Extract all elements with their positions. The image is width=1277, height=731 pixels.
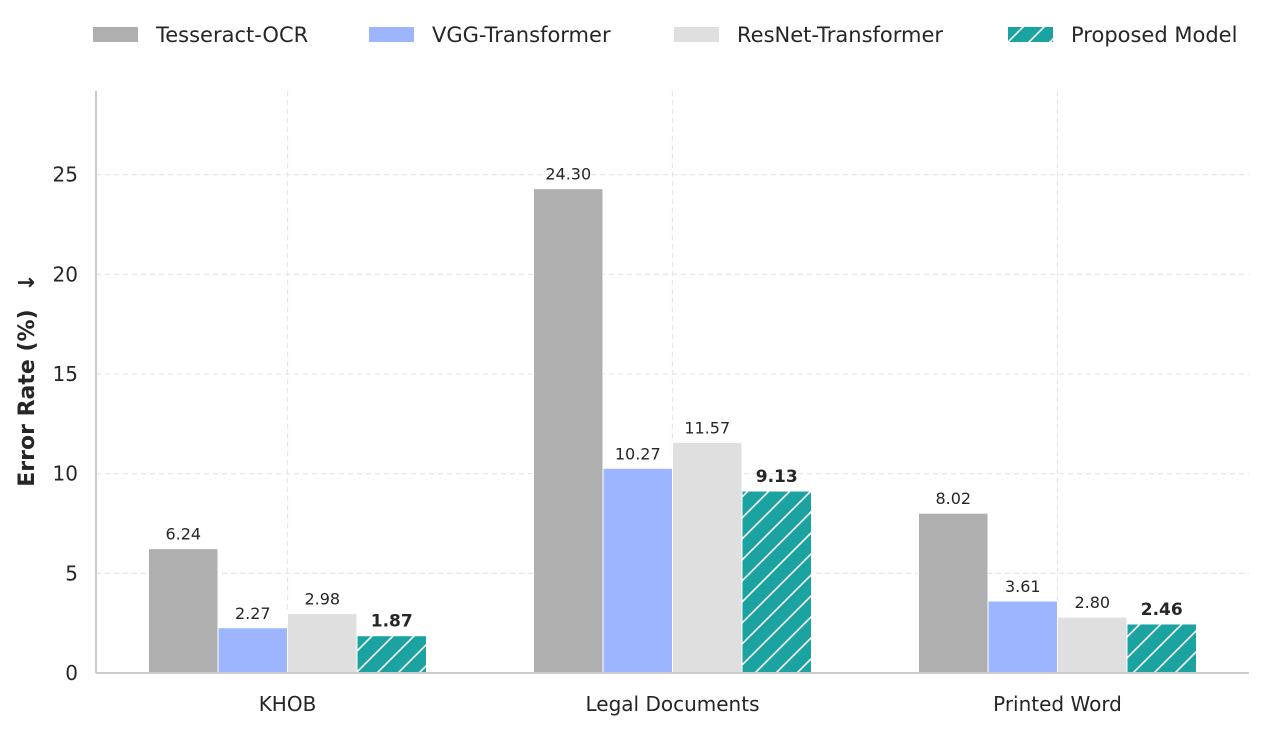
- legend-label: VGG-Transformer: [432, 23, 611, 47]
- legend-swatch: [93, 27, 138, 42]
- bar-value-label: 2.46: [1141, 600, 1183, 620]
- bar-value-label: 8.02: [935, 489, 971, 508]
- y-tick-label: 25: [53, 163, 78, 187]
- bar-proposed-model-khob: [356, 635, 427, 674]
- bar-value-label: 24.30: [545, 165, 591, 184]
- x-tick-label: Legal Documents: [586, 692, 760, 716]
- down-arrow-icon: ↓: [15, 273, 40, 291]
- legend-label: ResNet-Transformer: [737, 23, 943, 47]
- bars: [148, 188, 1197, 674]
- bar-resnet-transformer-legal-documents: [672, 441, 743, 674]
- legend-label: Proposed Model: [1071, 23, 1237, 47]
- legend-swatch: [1008, 27, 1053, 42]
- bar-resnet-transformer-khob: [287, 613, 358, 674]
- bar-value-label: 9.13: [756, 467, 798, 487]
- value-labels: 6.24 24.30 8.02 2.27 10.27 3.61 2.98 11.57 2.80 1…: [165, 165, 1182, 632]
- bar-value-label: 1.87: [371, 612, 413, 632]
- bar-proposed-model-legal-documents: [741, 490, 812, 674]
- bar-vgg-transformer-legal-documents: [602, 467, 673, 674]
- bar-vgg-transformer-khob: [217, 627, 288, 674]
- bar-value-label: 2.80: [1074, 593, 1110, 612]
- bar-value-label: 2.27: [235, 604, 271, 623]
- legend-swatch: [674, 27, 719, 42]
- y-axis-label: Error Rate (%) ↓: [15, 273, 40, 487]
- y-tick-label: 20: [53, 262, 78, 286]
- bar-value-label: 3.61: [1005, 577, 1041, 596]
- bar-value-label: 2.98: [304, 590, 340, 609]
- axes: 0 5 10 15 20 25 KHOB Legal Documents Printed Wor…: [53, 91, 1249, 716]
- legend-label: Tesseract-OCR: [155, 23, 308, 47]
- y-tick-label: 15: [53, 362, 78, 386]
- y-tick-label: 5: [65, 561, 78, 585]
- bar-vgg-transformer-printed-word: [987, 600, 1058, 674]
- bar-tesseract-ocr-khob: [148, 548, 219, 674]
- bar-value-label: 11.57: [684, 418, 730, 437]
- bar-resnet-transformer-printed-word: [1057, 616, 1128, 674]
- bar-value-label: 10.27: [615, 444, 661, 463]
- bar-value-label: 6.24: [165, 525, 201, 544]
- x-tick-label: Printed Word: [993, 692, 1122, 716]
- legend-swatch: [369, 27, 414, 42]
- y-tick-label: 0: [65, 661, 78, 685]
- bar-tesseract-ocr-printed-word: [918, 512, 989, 674]
- x-tick-label: KHOB: [259, 692, 317, 716]
- bar-proposed-model-printed-word: [1126, 623, 1197, 674]
- bar-tesseract-ocr-legal-documents: [533, 188, 604, 674]
- legend: Tesseract-OCR VGG-Transformer ResNet-Trans…: [93, 23, 1237, 47]
- y-axis-label-text: Error Rate (%): [15, 309, 40, 486]
- y-tick-label: 10: [53, 462, 78, 486]
